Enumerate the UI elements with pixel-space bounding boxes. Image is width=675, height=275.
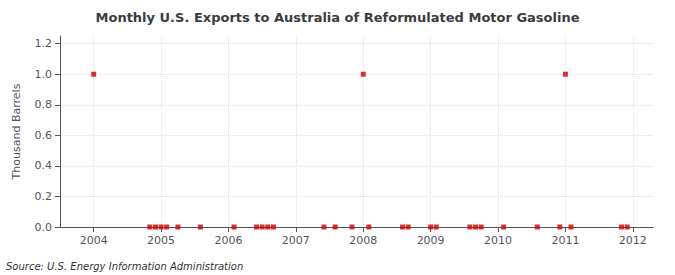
svg-text:0.2: 0.2 xyxy=(35,190,53,203)
svg-text:Source: U.S. Energy Informatio: Source: U.S. Energy Information Administ… xyxy=(6,261,243,272)
svg-text:2006: 2006 xyxy=(214,234,242,247)
svg-text:2007: 2007 xyxy=(282,234,310,247)
svg-text:2009: 2009 xyxy=(417,234,445,247)
svg-text:2011: 2011 xyxy=(551,234,579,247)
svg-text:1.0: 1.0 xyxy=(35,68,53,81)
svg-text:0.0: 0.0 xyxy=(35,221,53,234)
svg-text:2010: 2010 xyxy=(484,234,512,247)
svg-text:2004: 2004 xyxy=(80,234,108,247)
svg-text:Thousand Barrels: Thousand Barrels xyxy=(10,83,23,180)
svg-text:1.2: 1.2 xyxy=(35,37,53,50)
svg-text:0.8: 0.8 xyxy=(35,98,53,111)
svg-text:Monthly U.S. Exports to Austra: Monthly U.S. Exports to Australia of Ref… xyxy=(96,10,580,25)
svg-text:2012: 2012 xyxy=(619,234,647,247)
svg-text:0.6: 0.6 xyxy=(35,129,53,142)
svg-text:2005: 2005 xyxy=(147,234,175,247)
svg-text:0.4: 0.4 xyxy=(35,159,53,172)
svg-text:2008: 2008 xyxy=(349,234,377,247)
